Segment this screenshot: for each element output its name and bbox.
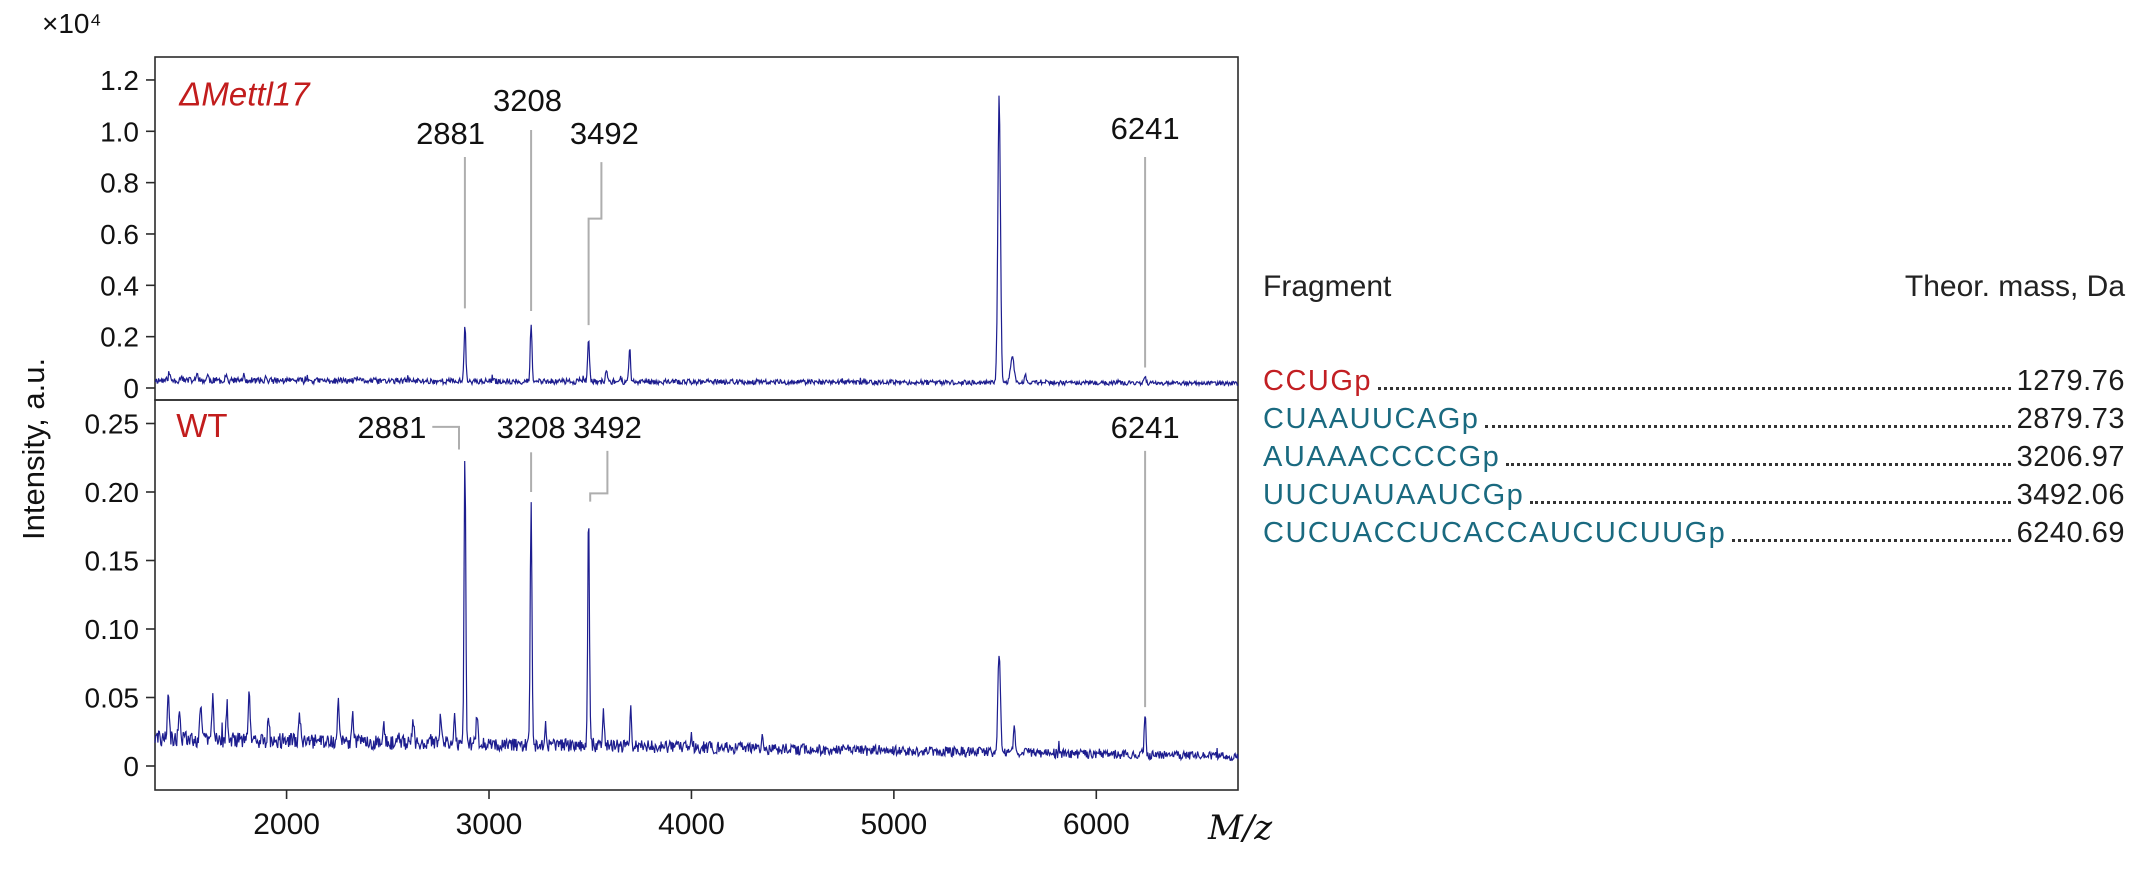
- dotted-leader: [1485, 425, 2011, 428]
- fragment-row: CUAAUUCAGp 2879.73: [1263, 396, 2125, 434]
- fragment-row: CCUGp 1279.76: [1263, 358, 2125, 396]
- fragment-sequence: UUCUAUAAUCGp: [1263, 479, 1525, 511]
- fragment-mass: 3206.97: [2016, 441, 2125, 473]
- y-tick-label: 0.20: [85, 477, 140, 508]
- panel-title-wt: WT: [176, 407, 227, 444]
- fragment-row: UUCUAUAAUCGp 3492.06: [1263, 472, 2125, 510]
- fragment-sequence: CUAAUUCAGp: [1263, 403, 1480, 435]
- x-tick-label: 4000: [658, 808, 725, 841]
- fragment-sequence: AUAAACCCCGp: [1263, 441, 1501, 473]
- y-tick-label: 0.05: [85, 683, 140, 714]
- x-tick-label: 3000: [456, 808, 523, 841]
- peak-label: 6241: [1111, 111, 1180, 146]
- fragment-rows: CCUGp 1279.76 CUAAUUCAGp 2879.73 AUAAACC…: [1263, 358, 2125, 548]
- peak-label: 3492: [573, 410, 642, 445]
- x-tick-label: 6000: [1063, 808, 1130, 841]
- y-tick-label: 1.0: [100, 116, 139, 147]
- peak-leader-line: [589, 450, 609, 502]
- fragment-sequence: CCUGp: [1263, 365, 1373, 397]
- plot-frame-1: [154, 399, 1239, 791]
- dotted-leader: [1530, 501, 2011, 504]
- dotted-leader: [1732, 539, 2011, 542]
- y-tick-label: 0.10: [85, 614, 140, 645]
- peak-label: 3492: [570, 116, 639, 151]
- y-tick-label: 0.15: [85, 546, 140, 577]
- fragment-row: AUAAACCCCGp 3206.97: [1263, 434, 2125, 472]
- plot-frame-0: [154, 56, 1239, 401]
- spectrum-trace-mutant: [154, 95, 1239, 388]
- mass-column-header: Theor. mass, Da: [1904, 270, 2125, 303]
- y-tick-label: 0.8: [100, 168, 139, 199]
- y-tick-label: 1.2: [100, 65, 139, 96]
- fragment-mass: 3492.06: [2016, 479, 2125, 511]
- peak-leader-line: [432, 425, 460, 450]
- y-tick-label: 0.2: [100, 322, 139, 353]
- x-tick-label: 2000: [253, 808, 320, 841]
- fragment-table-header: Fragment Theor. mass, Da: [1263, 270, 2125, 304]
- peak-label: 3208: [493, 83, 562, 118]
- y-tick-label: 0: [123, 373, 139, 404]
- x-tick-label: 5000: [860, 808, 927, 841]
- fragment-sequence: CUCUACCUCACCAUCUCUUGp: [1263, 517, 1727, 549]
- peak-label: 6241: [1111, 410, 1180, 445]
- fragment-mass: 6240.69: [2016, 517, 2125, 549]
- peak-leader-line: [587, 162, 603, 326]
- spectrum-trace-wt: [154, 460, 1239, 762]
- y-tick-label: 0.25: [85, 409, 140, 440]
- peak-label: 2881: [357, 410, 426, 445]
- y-tick-label: 0.4: [100, 270, 139, 301]
- fragment-column-header: Fragment: [1263, 270, 1392, 303]
- y-tick-label: 0: [123, 751, 139, 782]
- dotted-leader: [1378, 387, 2011, 390]
- x-axis-label: M/z: [1208, 808, 1273, 848]
- y-tick-label: 0.6: [100, 219, 139, 250]
- fragment-mass: 1279.76: [2016, 365, 2125, 397]
- fragment-row: CUCUACCUCACCAUCUCUUGp 6240.69: [1263, 510, 2125, 548]
- fragment-mass: 2879.73: [2016, 403, 2125, 435]
- dotted-leader: [1506, 463, 2011, 466]
- peak-label: 2881: [416, 116, 485, 151]
- peak-label: 3208: [497, 410, 566, 445]
- panel-title-mutant: ΔMettl17: [178, 76, 311, 113]
- fragment-table: Fragment Theor. mass, Da CCUGp 1279.76 C…: [1263, 270, 2125, 548]
- y-scale-label: ×10⁴: [42, 8, 102, 39]
